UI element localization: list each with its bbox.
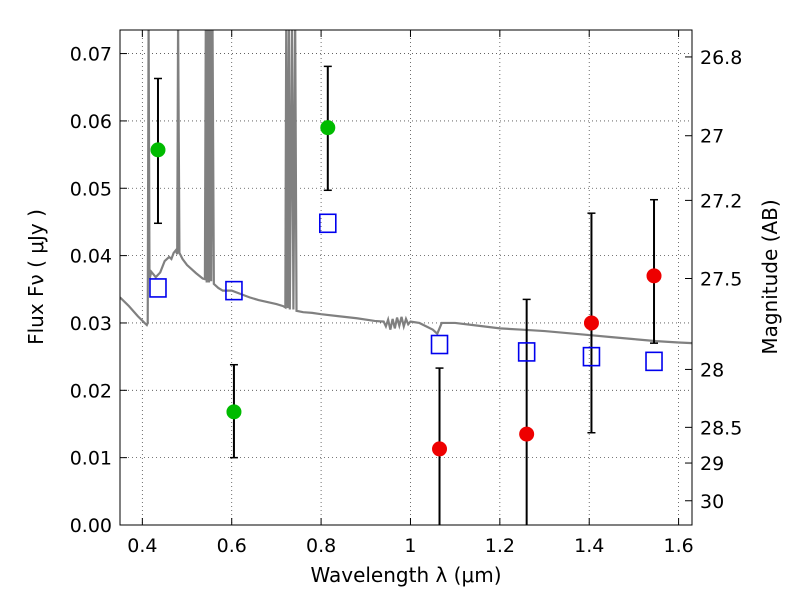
right-tick-label: 30 [700, 491, 724, 513]
plot-frame [119, 29, 693, 526]
x-tick-label: 0.6 [217, 535, 247, 557]
right-tick-label: 29 [700, 453, 724, 475]
data-points [149, 65, 663, 525]
x-tick-label: 1.2 [485, 535, 515, 557]
y-axis-label: Flux Fν ( μJy ) [24, 209, 48, 345]
x-tick-label: 0.8 [306, 535, 336, 557]
right-tick-label: 27 [700, 126, 724, 148]
data-point [646, 268, 662, 284]
y-tick-label: 0.07 [70, 44, 112, 66]
y-tick-label: 0.04 [70, 246, 112, 268]
right-tick-label: 27.2 [700, 190, 742, 212]
data-point [226, 404, 242, 420]
axis-ticks: 0.4 0.6 0.8 1 1.2 1.4 1.6 0.00 0.01 0.02 0.03 0.04 0… [70, 30, 742, 557]
x-tick-label: 1 [404, 535, 416, 557]
y-tick-label: 0.06 [70, 111, 112, 133]
x-tick-label: 1.6 [663, 535, 693, 557]
right-tick-label: 27.5 [700, 269, 742, 291]
model-square [430, 334, 449, 355]
right-axis-label: Magnitude (AB) [758, 199, 782, 354]
x-axis-label: Wavelength λ (μm) [310, 563, 501, 587]
data-point [583, 315, 599, 331]
model-square [645, 351, 663, 372]
right-tick-label: 28 [700, 359, 724, 381]
data-point [150, 142, 166, 158]
model-square [517, 342, 536, 362]
y-tick-label: 0.01 [70, 448, 112, 470]
model-square [225, 280, 243, 301]
y-tick-label: 0.02 [70, 380, 112, 402]
y-tick-label: 0.03 [70, 313, 112, 335]
right-tick-label: 28.5 [700, 417, 742, 439]
data-point [320, 120, 336, 136]
data-point [432, 441, 448, 457]
model-square [149, 278, 167, 298]
x-tick-label: 0.4 [127, 535, 157, 557]
model-square [318, 213, 337, 234]
y-tick-label: 0.00 [70, 515, 112, 537]
right-tick-label: 26.8 [700, 47, 742, 69]
model-square [582, 346, 601, 367]
sed-model-curve [120, 30, 692, 345]
y-tick-label: 0.05 [70, 178, 112, 200]
data-point [519, 426, 535, 442]
x-tick-label: 1.4 [574, 535, 604, 557]
